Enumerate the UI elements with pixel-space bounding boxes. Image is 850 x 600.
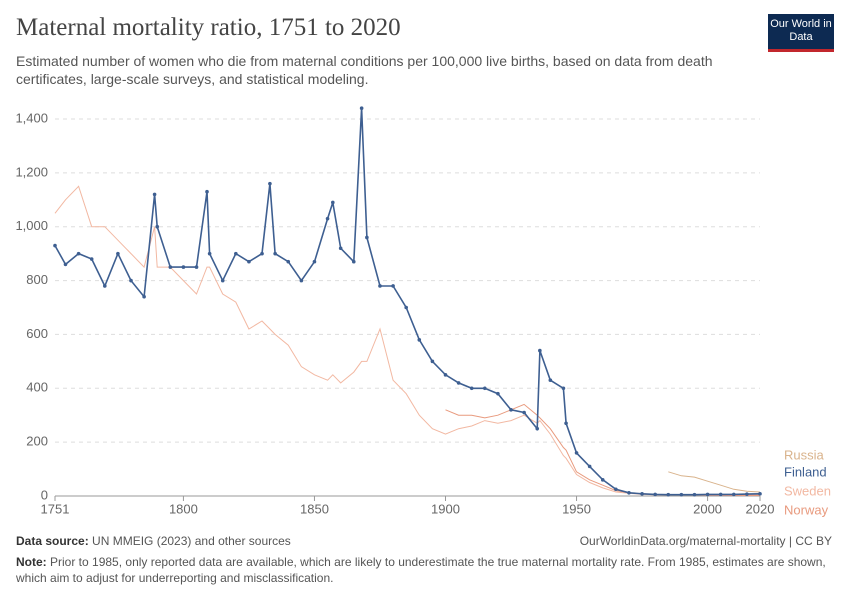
data-point bbox=[538, 348, 542, 353]
data-point bbox=[181, 265, 186, 269]
data-point bbox=[692, 492, 697, 497]
data-point bbox=[443, 373, 448, 377]
series-line bbox=[445, 403, 760, 496]
data-point bbox=[168, 265, 173, 269]
data-point bbox=[234, 251, 238, 256]
data-point bbox=[63, 262, 68, 267]
url[interactable]: OurWorldinData.org/maternal-mortality | … bbox=[579, 534, 832, 548]
data-point bbox=[116, 251, 120, 256]
data-point bbox=[205, 189, 209, 194]
data-point bbox=[600, 478, 605, 482]
data-point bbox=[430, 359, 435, 364]
data-point bbox=[469, 386, 474, 391]
data-point bbox=[718, 492, 723, 497]
data-point bbox=[331, 200, 335, 205]
data-point bbox=[456, 381, 461, 385]
source: Data source: UN MMEIG (2023) and other s… bbox=[16, 534, 291, 548]
data-point bbox=[359, 106, 364, 111]
data-point bbox=[535, 426, 540, 431]
source-text: UN MMEIG (2023) and other sources bbox=[92, 534, 291, 548]
data-point bbox=[627, 490, 631, 495]
data-point bbox=[587, 464, 592, 469]
data-point bbox=[666, 492, 671, 497]
data-point bbox=[260, 251, 264, 256]
data-point bbox=[548, 378, 553, 383]
data-point bbox=[404, 305, 408, 310]
data-point bbox=[561, 386, 566, 391]
x-tick-label: 1900 bbox=[431, 501, 460, 516]
data-point bbox=[155, 224, 160, 229]
data-point bbox=[496, 391, 500, 396]
data-point bbox=[312, 259, 317, 264]
note-label: Note: bbox=[16, 555, 47, 569]
note: Note: Prior to 1985, only reported data … bbox=[16, 554, 831, 586]
series-line bbox=[54, 185, 760, 496]
data-point bbox=[378, 284, 382, 288]
data-point bbox=[142, 294, 146, 299]
series-line bbox=[54, 108, 761, 496]
data-point bbox=[574, 451, 579, 455]
legend-label: Norway bbox=[784, 502, 829, 517]
data-point bbox=[247, 259, 251, 264]
data-point bbox=[286, 259, 291, 264]
data-point bbox=[89, 257, 94, 261]
data-point bbox=[417, 338, 422, 342]
data-point bbox=[53, 243, 57, 248]
data-point bbox=[76, 251, 81, 256]
y-tick-label: 0 bbox=[41, 487, 48, 502]
x-tick-label: 2000 bbox=[693, 501, 722, 516]
data-point bbox=[273, 251, 277, 256]
data-point bbox=[220, 278, 225, 283]
x-tick-label: 1850 bbox=[300, 501, 329, 516]
data-point bbox=[522, 410, 526, 415]
x-tick-label: 1751 bbox=[41, 501, 70, 516]
y-tick-label: 600 bbox=[26, 326, 48, 341]
logo[interactable]: Our World in Data bbox=[768, 14, 834, 52]
data-point bbox=[102, 284, 107, 288]
data-point bbox=[351, 259, 356, 264]
data-point bbox=[338, 246, 343, 251]
data-point bbox=[391, 284, 395, 288]
data-point bbox=[653, 492, 657, 497]
y-tick-label: 1,000 bbox=[15, 218, 48, 233]
source-label: Data source: bbox=[16, 534, 89, 548]
x-tick-label: 2020 bbox=[746, 501, 775, 516]
data-point bbox=[745, 492, 749, 496]
legend-label: Russia bbox=[784, 447, 825, 462]
y-tick-label: 1,400 bbox=[15, 110, 48, 125]
data-point bbox=[152, 192, 157, 197]
data-point bbox=[483, 386, 487, 391]
data-point bbox=[129, 278, 133, 283]
data-point bbox=[614, 487, 618, 492]
x-tick-label: 1950 bbox=[562, 501, 591, 516]
data-point bbox=[299, 278, 304, 283]
x-tick-label: 1800 bbox=[169, 501, 198, 516]
data-point bbox=[640, 492, 644, 496]
note-text: Prior to 1985, only reported data are av… bbox=[16, 555, 826, 585]
legend-label: Finland bbox=[784, 464, 827, 479]
data-point bbox=[731, 492, 736, 497]
data-point bbox=[268, 181, 272, 186]
series-line bbox=[668, 471, 761, 493]
data-point bbox=[758, 492, 762, 496]
subtitle: Estimated number of women who die from m… bbox=[16, 53, 713, 87]
data-point bbox=[564, 421, 568, 426]
title: Maternal mortality ratio, 1751 to 2020 bbox=[16, 14, 401, 41]
y-tick-label: 1,200 bbox=[15, 164, 48, 179]
data-point bbox=[207, 251, 212, 256]
data-point bbox=[325, 216, 330, 221]
data-point bbox=[705, 492, 710, 497]
legend-label: Sweden bbox=[784, 483, 831, 498]
data-point bbox=[194, 265, 199, 269]
y-tick-label: 800 bbox=[26, 272, 48, 287]
y-tick-label: 200 bbox=[26, 434, 48, 449]
data-point bbox=[509, 408, 513, 412]
y-tick-label: 400 bbox=[26, 380, 48, 395]
data-point bbox=[365, 235, 369, 240]
data-point bbox=[679, 492, 684, 497]
